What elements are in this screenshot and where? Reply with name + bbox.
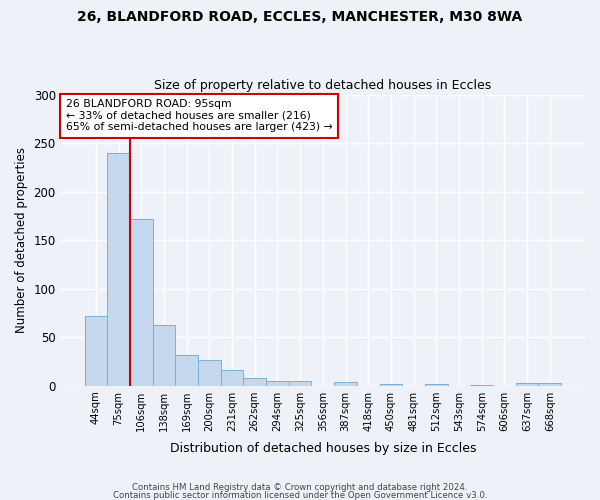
Bar (175, 354, 198, 386)
Bar (266, 381, 289, 386)
Bar (152, 324, 175, 386)
Bar (107, 153, 130, 386)
Bar (85, 316, 107, 386)
Bar (470, 384, 493, 386)
Bar (198, 360, 221, 386)
Bar (425, 384, 448, 386)
Title: Size of property relative to detached houses in Eccles: Size of property relative to detached ho… (154, 79, 491, 92)
Y-axis label: Number of detached properties: Number of detached properties (15, 147, 28, 333)
Text: Contains public sector information licensed under the Open Government Licence v3: Contains public sector information licen… (113, 491, 487, 500)
Bar (289, 381, 311, 386)
Text: 26 BLANDFORD ROAD: 95sqm
← 33% of detached houses are smaller (216)
65% of semi-: 26 BLANDFORD ROAD: 95sqm ← 33% of detach… (66, 99, 332, 132)
Bar (380, 384, 402, 386)
Text: Contains HM Land Registry data © Crown copyright and database right 2024.: Contains HM Land Registry data © Crown c… (132, 484, 468, 492)
Bar (334, 382, 357, 386)
Bar (130, 219, 152, 386)
Bar (244, 378, 266, 386)
Bar (538, 382, 561, 386)
X-axis label: Distribution of detached houses by size in Eccles: Distribution of detached houses by size … (170, 442, 476, 455)
Bar (516, 382, 538, 386)
Text: 26, BLANDFORD ROAD, ECCLES, MANCHESTER, M30 8WA: 26, BLANDFORD ROAD, ECCLES, MANCHESTER, … (77, 10, 523, 24)
Bar (221, 370, 244, 386)
